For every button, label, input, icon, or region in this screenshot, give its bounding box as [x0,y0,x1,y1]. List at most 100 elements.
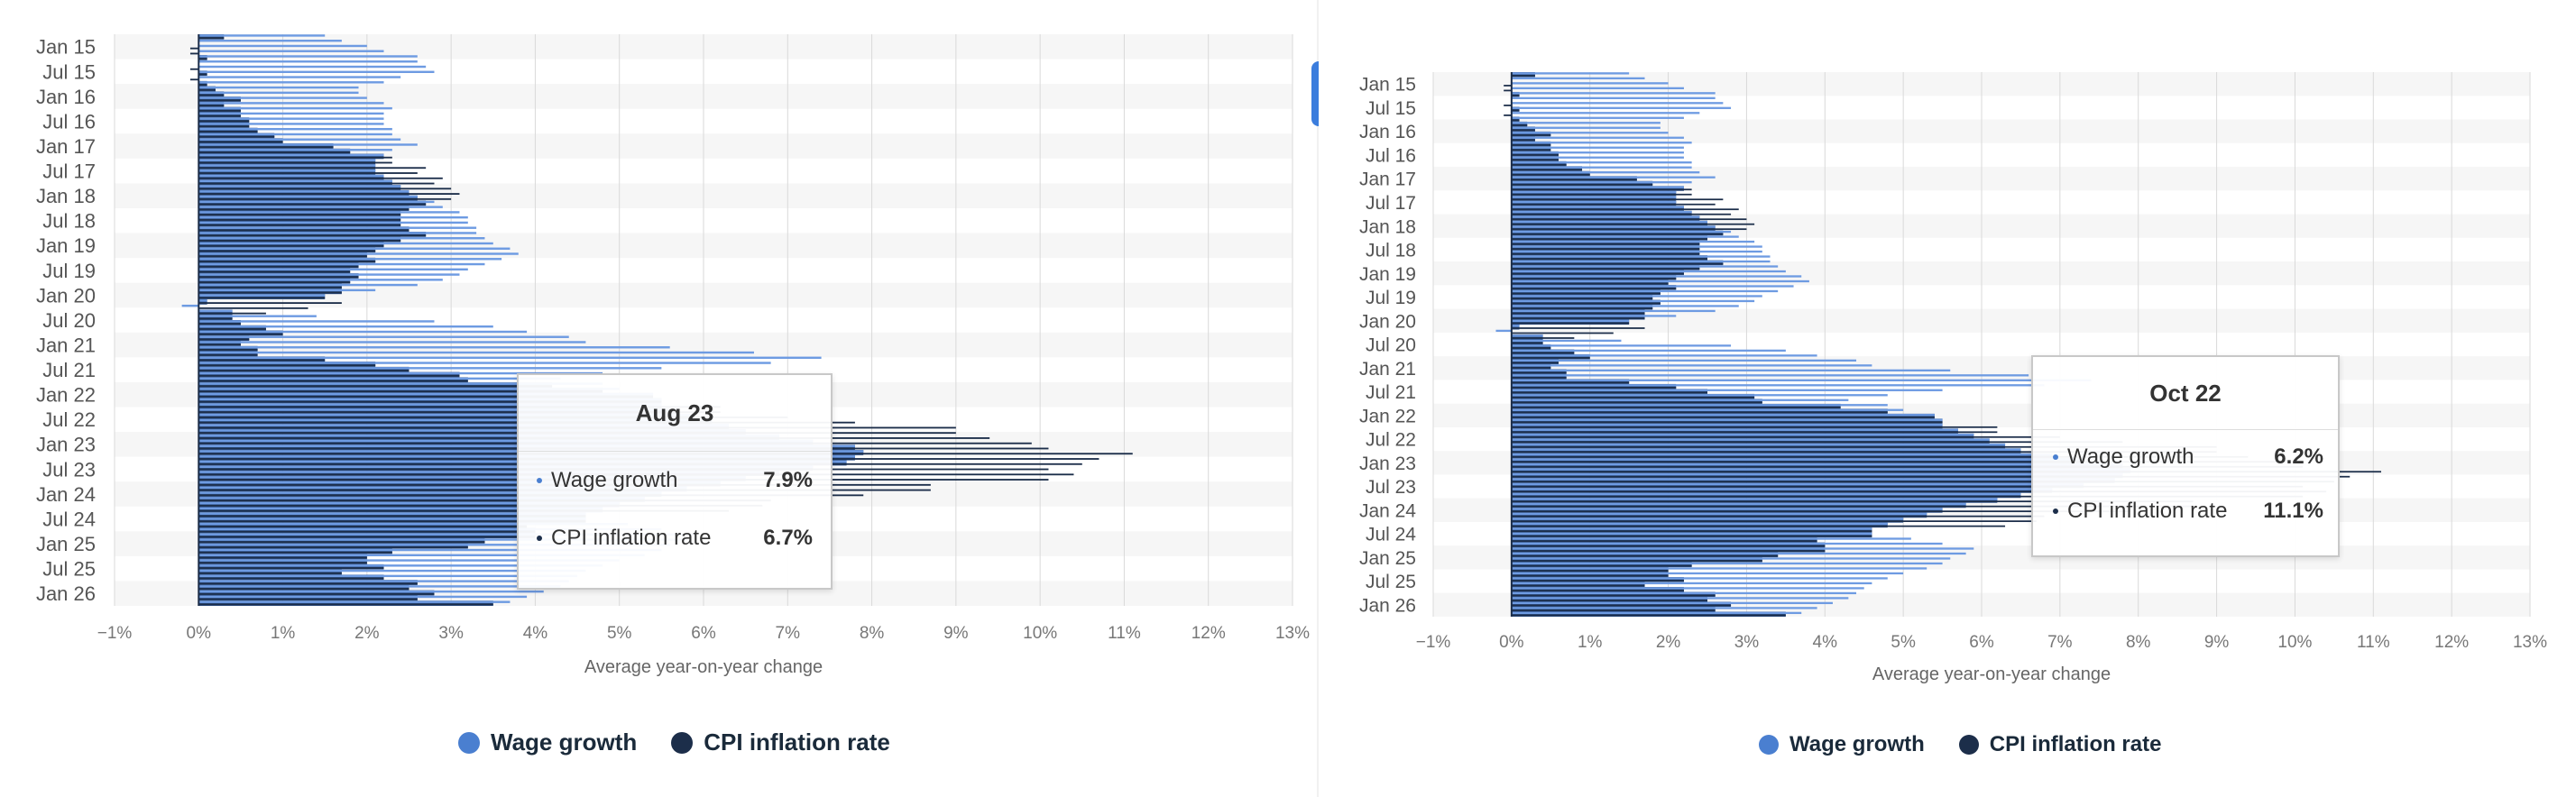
overlap-bar [1511,160,1567,167]
cpi-bar [198,338,250,341]
cpi-bar [198,385,553,388]
y-tick-label: Jan 20 [36,284,96,307]
overlap-bar [1511,398,1762,404]
overlap-bar [198,34,225,40]
legend-item-wage[interactable]: Wage growth [458,728,637,756]
cpi-bar [198,572,342,574]
cpi-bar [1511,198,1724,201]
y-tick-label: Jan 23 [1359,453,1416,474]
overlap-bar [198,185,401,190]
overlap-bar [198,226,409,233]
cpi-bar [1511,223,1755,225]
cpi-bar [1511,367,1551,369]
wage-bar [1511,512,1927,516]
overlap-bar [198,512,586,518]
overlap-bar [198,315,233,320]
cpi-bar [1511,183,1653,186]
cpi-bar [198,156,392,159]
wage-bar [1511,295,1762,298]
overlap-bar [198,96,241,102]
overlap-bar [198,543,468,549]
x-axis-title: Average year-on-year change [584,657,823,677]
wage-bar [198,195,418,198]
wage-bar [198,50,384,52]
cpi-bar [1511,109,1520,112]
overlap-bar [198,392,654,398]
overlap-bar [198,481,721,487]
overlap-bar [198,330,283,336]
cpi-bar [198,99,241,102]
overlap-bar [1511,363,1551,370]
cpi-bar [1511,411,1888,414]
wage-bar [198,554,645,557]
wage-bar [198,330,528,334]
panel-divider [1317,0,1319,797]
overlap-bar [198,371,460,378]
overlap-bar [1511,299,1661,306]
legend-item-cpi[interactable]: CPI inflation rate [1958,732,2161,757]
overlap-bar [198,351,258,357]
legend-item-cpi[interactable]: CPI inflation rate [671,728,890,756]
cpi-bar [1511,337,1575,339]
cpi-bar [198,172,418,174]
wage-bar [198,258,502,261]
wage-bar [1511,414,1935,417]
cpi-bar [198,109,241,112]
overlap-bar [198,429,746,435]
cpi-bar [1511,426,1998,428]
overlap-bar [198,273,359,279]
cpi-bar [198,400,662,403]
x-tick-label: 7% [776,624,801,643]
overlap-bar [198,164,376,169]
wage-bar [198,112,384,115]
x-tick-label: 11% [2357,633,2390,652]
cpi-bar [1511,292,1661,295]
cpi-bar [198,582,418,585]
cpi-bar [1511,322,1630,325]
overlap-bar [198,298,207,305]
overlap-bar [1511,315,1645,320]
wage-bar [1495,329,1512,333]
overlap-bar [198,289,342,295]
wage-bar [1511,102,1724,105]
cpi-bar [1511,574,1669,577]
y-tick-label: Jan 21 [36,334,96,356]
overlap-bar [198,413,695,419]
cpi-bar [1511,288,1677,289]
overlap-bar [1511,235,1707,241]
cpi-bar [198,307,308,309]
cpi-bar [198,250,376,252]
x-tick-label: 10% [2277,633,2312,652]
wage-bar [198,367,662,370]
overlap-bar [198,377,468,383]
wage-bar [1511,230,1732,234]
overlap-bar [198,580,418,585]
overlap-bar [198,133,275,139]
panel-edge-tab[interactable] [1311,61,1319,126]
overlap-bar [1511,453,2053,459]
wage-bar [1511,106,1732,109]
wage-bar [198,481,721,484]
wage-bar [198,465,814,469]
tooltip-right: Oct 22 Wage growth 6.2% CPI inflation ra… [2031,355,2340,557]
legend-item-wage[interactable]: Wage growth [1759,732,1925,757]
wage-bar [198,232,477,234]
wage-bar [1511,557,1951,560]
overlap-bar [1511,295,1653,300]
wage-bar [1511,448,2021,451]
wage-bar [198,242,493,245]
y-tick-label: Jul 21 [1366,382,1416,403]
overlap-bar [1511,146,1551,151]
cpi-bar [198,291,342,294]
overlap-bar [1511,527,1872,533]
wage-bar [1511,240,1755,243]
wage-bar [198,574,578,578]
overlap-bar [198,475,746,481]
wage-bar [1511,122,1661,124]
cpi-bar [1511,495,2304,498]
cpi-bar [1504,115,1512,116]
wage-bar [1511,434,1974,436]
wage-bar [1511,472,2123,476]
x-tick-label: 11% [1108,624,1141,643]
y-tick-label: Jul 19 [42,260,96,282]
